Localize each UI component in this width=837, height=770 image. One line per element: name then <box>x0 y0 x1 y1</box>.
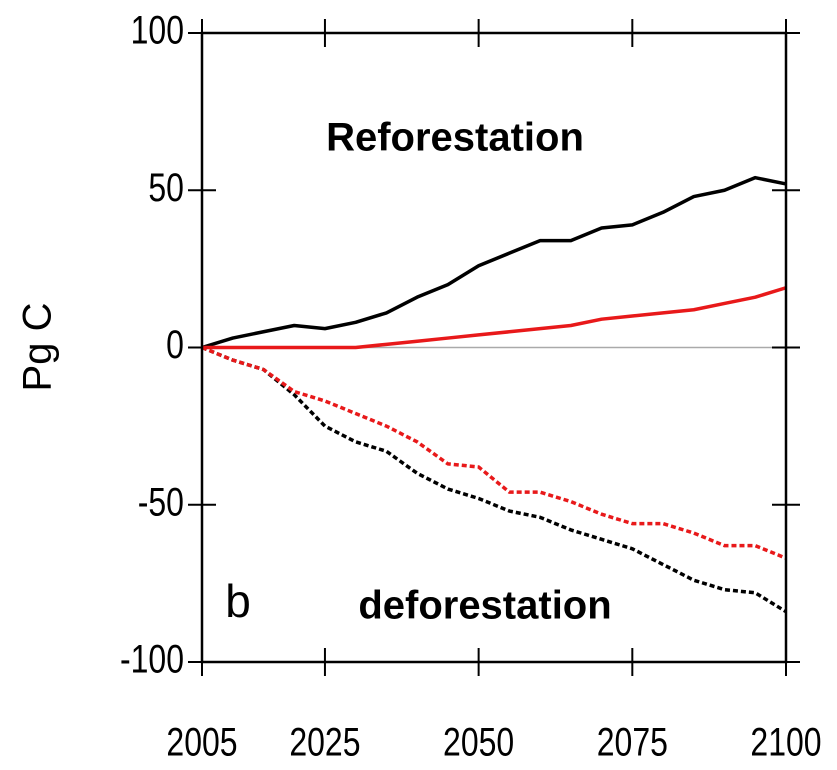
series-line <box>202 286 787 350</box>
x-tick-label: 2050 <box>443 719 514 764</box>
series-line <box>201 345 787 560</box>
annotation: Reforestation <box>326 116 584 160</box>
y-tick-label: -50 <box>138 479 184 524</box>
x-tick-label: 2075 <box>597 719 668 764</box>
y-tick-label: 100 <box>131 7 184 52</box>
x-tick-label: 2100 <box>750 719 821 764</box>
x-tick-label: 2005 <box>166 719 237 764</box>
y-tick-label: 0 <box>166 322 184 367</box>
series-line <box>201 345 787 614</box>
plot-frame <box>200 31 788 664</box>
annotation: deforestation <box>358 584 611 628</box>
series-line <box>201 175 787 350</box>
y-axis-label: Pg C <box>16 303 60 392</box>
y-tick-label: -100 <box>120 636 184 681</box>
x-tick-label: 2025 <box>289 719 360 764</box>
panel-label: b <box>225 575 251 627</box>
y-tick-label: 50 <box>148 164 184 209</box>
